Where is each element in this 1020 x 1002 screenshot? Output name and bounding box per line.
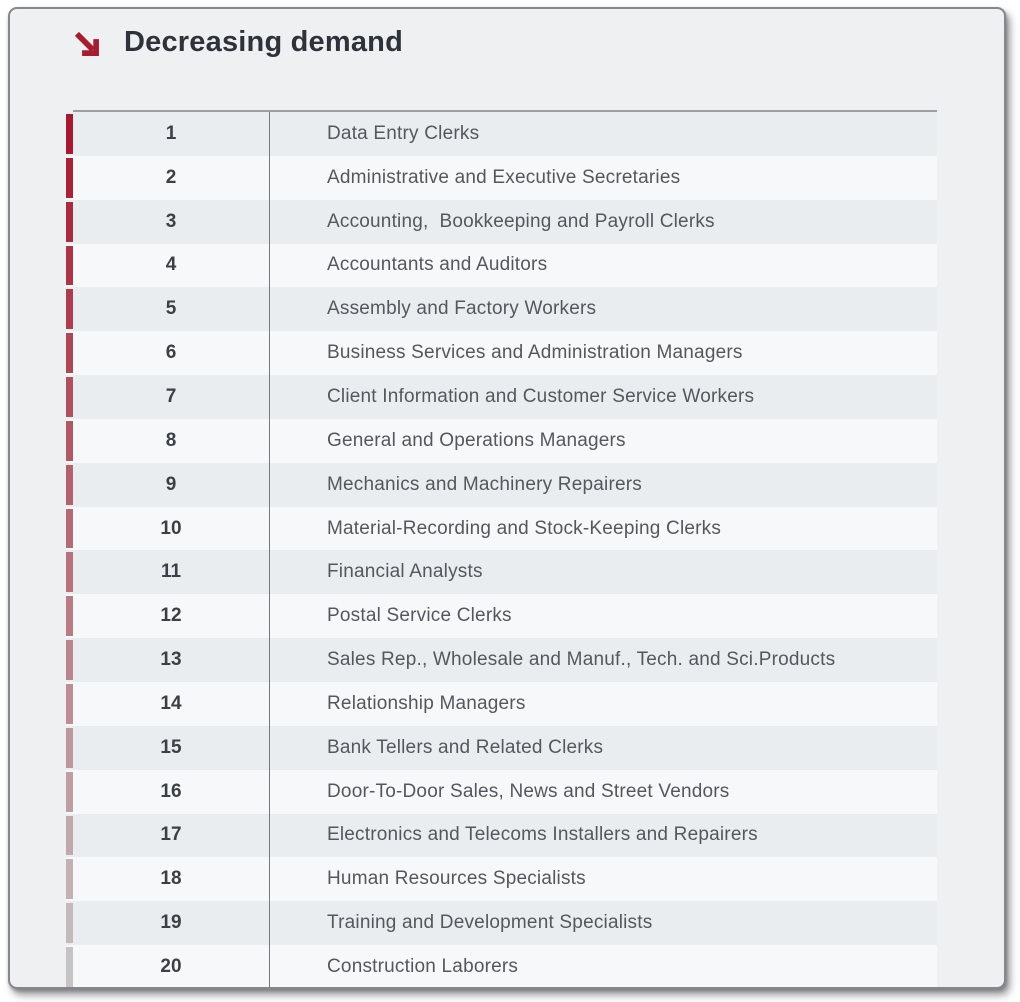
occupation-label: Electronics and Telecoms Installers and …: [269, 813, 937, 858]
table-row: 12 Postal Service Clerks: [66, 594, 937, 639]
rank-number: 13: [160, 649, 182, 671]
rank-accent-bar: [66, 552, 73, 593]
occupation-label: Client Information and Customer Service …: [269, 375, 937, 419]
rankings-table: 1 Data Entry Clerks 2 Administrative and…: [66, 110, 937, 987]
rank-accent-bar: [66, 157, 73, 198]
rank-accent-bar: [66, 420, 73, 461]
rank-accent-bar: [66, 508, 73, 549]
rank-accent-bar: [66, 596, 73, 637]
rank-number: 5: [165, 298, 177, 320]
occupation-label: Assembly and Factory Workers: [269, 287, 937, 332]
occupation-label: Human Resources Specialists: [269, 857, 937, 902]
table-rows: 1 Data Entry Clerks 2 Administrative and…: [66, 110, 937, 987]
occupation-label: Accountants and Auditors: [269, 243, 937, 288]
rank-number: 3: [165, 210, 177, 232]
occupation-label: Data Entry Clerks: [269, 112, 937, 156]
rank-accent-bar: [66, 683, 73, 724]
rank-number: 19: [160, 912, 182, 934]
rank-accent-bar: [66, 727, 73, 768]
table-row: 7 Client Information and Customer Servic…: [66, 375, 937, 419]
occupation-label: Training and Development Specialists: [269, 901, 937, 946]
occupation-label: Relationship Managers: [269, 681, 937, 726]
rank-accent-bar: [66, 815, 73, 856]
occupation-label: General and Operations Managers: [269, 418, 937, 463]
table-row: 4 Accountants and Auditors: [66, 243, 937, 288]
rank-number: 15: [160, 736, 182, 758]
rank-accent-bar: [66, 903, 73, 944]
rank-number: 14: [160, 692, 182, 714]
section-header: Decreasing demand: [72, 23, 403, 61]
rank-accent-bar: [66, 640, 73, 680]
table-row: 18 Human Resources Specialists: [66, 857, 937, 902]
rank-number: 4: [165, 254, 177, 276]
table-row: 11 Financial Analysts: [66, 550, 937, 595]
rank-number: 9: [165, 473, 177, 495]
table-row: 6 Business Services and Administration M…: [66, 331, 937, 376]
occupation-label: Material-Recording and Stock-Keeping Cle…: [269, 506, 937, 551]
rank-number: 16: [160, 780, 182, 802]
table-row: 17 Electronics and Telecoms Installers a…: [66, 813, 937, 858]
rank-accent-bar: [66, 464, 73, 505]
occupation-label: Sales Rep., Wholesale and Manuf., Tech. …: [269, 638, 937, 682]
rank-accent-bar: [66, 377, 73, 417]
rank-accent-bar: [66, 947, 73, 987]
occupation-label: Financial Analysts: [269, 550, 937, 595]
occupation-label: Bank Tellers and Related Clerks: [269, 725, 937, 770]
page-title: Decreasing demand: [124, 25, 403, 58]
rank-number: 20: [160, 955, 182, 977]
rank-number: 18: [160, 868, 182, 890]
rank-accent-bar: [66, 114, 73, 154]
occupation-label: Mechanics and Machinery Repairers: [269, 462, 937, 507]
rank-number: 12: [160, 605, 182, 627]
table-row: 20 Construction Laborers: [66, 945, 937, 987]
table-row: 10 Material-Recording and Stock-Keeping …: [66, 506, 937, 551]
table-row: 8 General and Operations Managers: [66, 418, 937, 463]
table-row: 15 Bank Tellers and Related Clerks: [66, 725, 937, 770]
occupation-label: Construction Laborers: [269, 945, 937, 987]
occupation-label: Accounting, Bookkeeping and Payroll Cler…: [269, 199, 937, 244]
rank-number: 7: [165, 385, 177, 407]
rank-accent-bar: [66, 245, 73, 286]
table-row: 9 Mechanics and Machinery Repairers: [66, 462, 937, 507]
rank-number: 8: [165, 429, 177, 451]
table-row: 13 Sales Rep., Wholesale and Manuf., Tec…: [66, 638, 937, 682]
rank-accent-bar: [66, 771, 73, 812]
occupation-label: Business Services and Administration Man…: [269, 331, 937, 376]
rank-accent-bar: [66, 289, 73, 330]
rank-number: 10: [160, 517, 182, 539]
rank-number: 2: [165, 166, 177, 188]
occupation-label: Postal Service Clerks: [269, 594, 937, 639]
table-row: 1 Data Entry Clerks: [66, 112, 937, 156]
table-row: 5 Assembly and Factory Workers: [66, 287, 937, 332]
rank-number: 1: [165, 122, 177, 144]
rank-number: 17: [160, 824, 182, 846]
arrow-down-right-icon: [72, 29, 104, 61]
table-row: 2 Administrative and Executive Secretari…: [66, 155, 937, 200]
rank-accent-bar: [66, 201, 73, 242]
table-row: 16 Door-To-Door Sales, News and Street V…: [66, 769, 937, 814]
table-row: 14 Relationship Managers: [66, 681, 937, 726]
table-row: 19 Training and Development Specialists: [66, 901, 937, 946]
rank-number: 11: [160, 561, 182, 583]
occupation-label: Door-To-Door Sales, News and Street Vend…: [269, 769, 937, 814]
rank-accent-bar: [66, 333, 73, 374]
table-row: 3 Accounting, Bookkeeping and Payroll Cl…: [66, 199, 937, 244]
rank-accent-bar: [66, 859, 73, 900]
occupation-label: Administrative and Executive Secretaries: [269, 155, 937, 200]
infographic-card: Decreasing demand 1 Data Entry Clerks 2 …: [8, 7, 1006, 989]
rank-number: 6: [165, 342, 177, 364]
